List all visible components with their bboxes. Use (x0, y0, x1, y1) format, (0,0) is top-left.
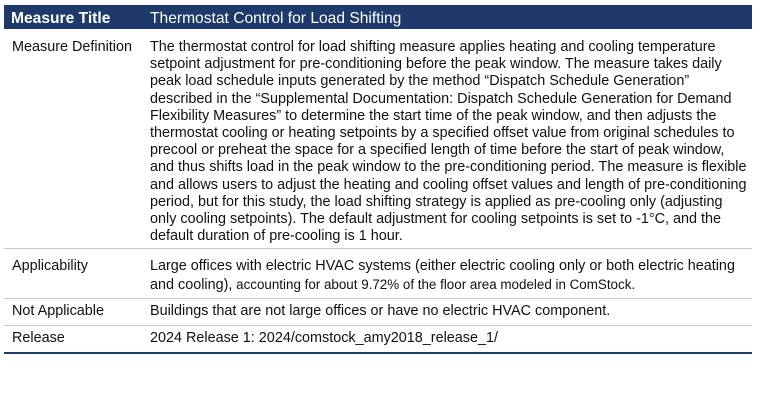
header-measure-name: Thermostat Control for Load Shifting (141, 5, 752, 29)
table-row: Release 2024 Release 1: 2024/comstock_am… (4, 325, 752, 355)
table-row: Applicability Large offices with electri… (4, 248, 752, 299)
table-row: Not Applicable Buildings that are not la… (4, 298, 752, 327)
header-measure-title: Measure Title (4, 5, 141, 29)
row-label-measure-definition: Measure Definition (4, 29, 141, 250)
applicability-main-text: Large offices with electric HVAC systems… (150, 258, 735, 293)
table-row: Measure Definition The thermostat contro… (4, 29, 752, 250)
measure-table: Measure Title Thermostat Control for Loa… (4, 5, 752, 355)
row-label-not-applicable: Not Applicable (4, 298, 141, 327)
row-label-applicability: Applicability (4, 248, 141, 299)
row-value-not-applicable: Buildings that are not large offices or … (141, 298, 752, 327)
table-header-row: Measure Title Thermostat Control for Loa… (4, 5, 752, 29)
row-label-release: Release (4, 325, 141, 355)
row-value-release: 2024 Release 1: 2024/comstock_amy2018_re… (141, 325, 752, 355)
row-value-applicability: Large offices with electric HVAC systems… (141, 248, 752, 299)
applicability-small-text: accounting for about 9.72% of the floor … (232, 276, 636, 292)
row-value-measure-definition: The thermostat control for load shifting… (141, 29, 752, 250)
